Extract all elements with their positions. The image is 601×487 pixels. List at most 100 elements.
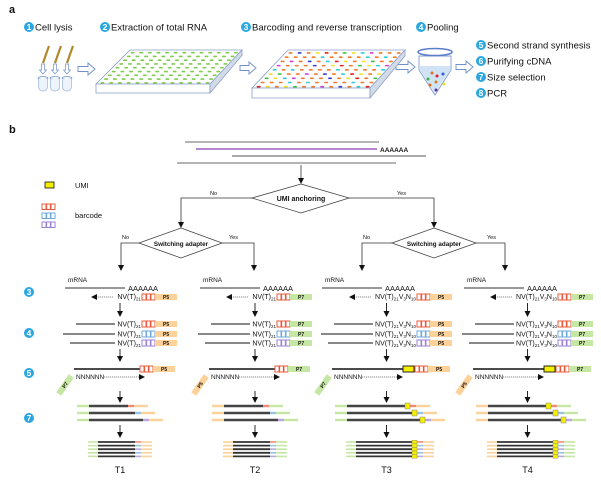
well xyxy=(156,51,161,54)
size-selected-read xyxy=(346,454,434,459)
step-label: Size selection xyxy=(487,73,546,84)
barcode-icon xyxy=(276,339,291,347)
well xyxy=(299,69,304,71)
adapter-label: P5 xyxy=(438,295,444,301)
adapter-label: P5 xyxy=(161,367,167,373)
well xyxy=(304,73,309,75)
well xyxy=(283,85,288,88)
bead xyxy=(434,88,438,92)
primer-label: NV(T)21 xyxy=(117,294,141,302)
barcode-icon xyxy=(416,339,431,347)
well xyxy=(342,81,347,84)
well xyxy=(295,73,300,75)
well xyxy=(309,77,314,80)
well xyxy=(160,74,165,77)
well xyxy=(302,85,307,88)
size-selected-read xyxy=(487,447,575,452)
random-primer-label: NNNNNN xyxy=(334,374,362,381)
primer-label: NV(T)21V3N10 xyxy=(375,332,416,340)
adapter-p5 xyxy=(155,321,177,327)
barcode-icon xyxy=(141,330,156,338)
well xyxy=(281,69,286,71)
rna-plate xyxy=(95,48,243,95)
well xyxy=(196,82,201,84)
well xyxy=(368,73,373,75)
well xyxy=(132,66,137,69)
barcode-outline xyxy=(557,293,572,301)
barcode-outline xyxy=(416,293,431,301)
random-primer-label: NNNNNN xyxy=(475,374,503,381)
adapter-p5 xyxy=(155,340,177,346)
well xyxy=(140,59,145,61)
adapter-label: P5 xyxy=(438,332,444,338)
well xyxy=(155,70,160,73)
well xyxy=(171,63,176,65)
yes-label: Yes xyxy=(229,235,238,241)
decision-label: UMI anchoring xyxy=(277,196,326,203)
adapter-p5 xyxy=(430,340,452,346)
adapter-label: P7 xyxy=(579,341,585,347)
well xyxy=(325,60,330,63)
adapter-p5 xyxy=(428,366,450,372)
well xyxy=(276,64,281,67)
plate-side xyxy=(369,48,406,100)
bead xyxy=(441,72,445,76)
step-circle xyxy=(24,368,34,378)
step-label: Extraction of total RNA xyxy=(111,23,208,34)
adapter-label: P5 xyxy=(196,381,205,390)
mrna-label: mRNA xyxy=(203,277,223,284)
well xyxy=(356,85,361,88)
column-label: T3 xyxy=(381,465,392,475)
well xyxy=(291,77,296,80)
arrow-to-plate-icon xyxy=(77,62,96,76)
barcoding-plate xyxy=(251,48,406,100)
angled-adapter: P7 xyxy=(314,374,332,396)
well xyxy=(356,56,361,58)
well xyxy=(142,74,147,77)
barcode-legend-swatches xyxy=(41,203,56,228)
well xyxy=(341,73,346,75)
umi-box xyxy=(411,450,418,455)
well xyxy=(100,82,105,84)
mrna-label: mRNA xyxy=(467,277,487,284)
well xyxy=(321,64,326,67)
barcode-icon xyxy=(141,339,156,347)
umi-box xyxy=(419,416,426,424)
adapter-p5 xyxy=(191,374,209,396)
adapter-p7 xyxy=(571,321,593,327)
adapter-p7 xyxy=(290,331,312,337)
barcode-outline xyxy=(416,330,431,338)
well xyxy=(302,56,307,58)
no-label: No xyxy=(122,235,129,241)
well xyxy=(305,81,310,84)
adapter-label: P7 xyxy=(298,341,304,347)
plate-side xyxy=(209,48,243,95)
well xyxy=(311,85,316,88)
well xyxy=(181,70,186,73)
well xyxy=(338,56,343,58)
well xyxy=(209,59,214,61)
well xyxy=(396,52,401,54)
well xyxy=(277,73,282,75)
well xyxy=(146,70,151,73)
well xyxy=(378,52,383,54)
well xyxy=(342,52,347,54)
well xyxy=(209,78,214,80)
well xyxy=(353,69,358,71)
well xyxy=(221,55,226,58)
well xyxy=(203,74,208,77)
well xyxy=(166,59,171,61)
well xyxy=(211,66,216,69)
well xyxy=(313,73,318,75)
well xyxy=(317,69,322,71)
barcode-icon xyxy=(41,212,56,219)
well xyxy=(351,52,356,54)
well xyxy=(167,66,172,69)
primer-label: NV(T)21 xyxy=(252,322,276,330)
well xyxy=(206,63,211,65)
well xyxy=(379,60,384,63)
column-label: T1 xyxy=(115,465,126,475)
adapter-p7 xyxy=(314,374,332,396)
barcode-icon xyxy=(139,365,154,373)
